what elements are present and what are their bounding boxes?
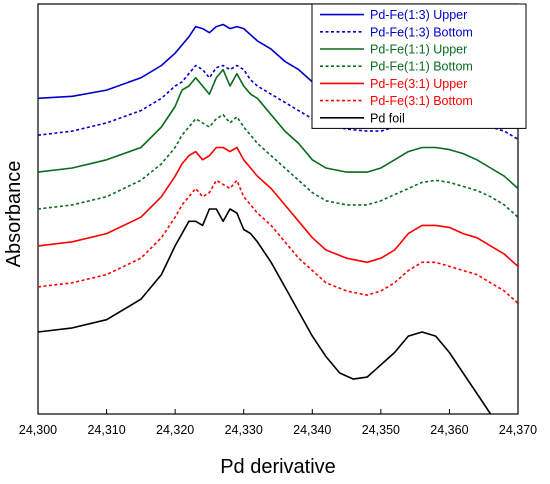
x-tick-label: 24,330 — [225, 423, 263, 437]
series-line-4 — [38, 113, 518, 218]
legend-label: Pd-Fe(1:3) Upper — [370, 8, 467, 22]
series-line-3 — [38, 68, 518, 190]
x-tick-label: 24,300 — [19, 423, 57, 437]
series-line-5 — [38, 146, 518, 267]
x-tick-label: 24,320 — [156, 423, 194, 437]
x-axis-ticks: 24,300 24,310 24,320 24,330 24,340 24,350 24,3… — [19, 409, 537, 437]
x-tick-label: 24,350 — [362, 423, 400, 437]
legend-label: Pd-Fe(1:1) Bottom — [370, 60, 473, 74]
x-tick-label: 24,360 — [430, 423, 468, 437]
legend-label: Pd foil — [370, 111, 405, 125]
legend-label: Pd-Fe(1:3) Bottom — [370, 25, 473, 39]
legend: Pd-Fe(1:3) Upper Pd-Fe(1:3) Bottom Pd-Fe(1… — [311, 3, 527, 129]
x-axis-title: Pd derivative — [220, 456, 336, 478]
series-line-6 — [38, 179, 518, 304]
legend-label: Pd-Fe(3:1) Upper — [370, 77, 467, 91]
x-tick-label: 24,370 — [499, 423, 537, 437]
series-line-7 — [38, 208, 492, 414]
legend-label: Pd-Fe(1:1) Upper — [370, 43, 467, 57]
x-tick-label: 24,340 — [293, 423, 331, 437]
y-axis-title: Absorbance — [3, 161, 25, 268]
legend-label: Pd-Fe(3:1) Bottom — [370, 94, 473, 108]
x-tick-label: 24,310 — [87, 423, 125, 437]
